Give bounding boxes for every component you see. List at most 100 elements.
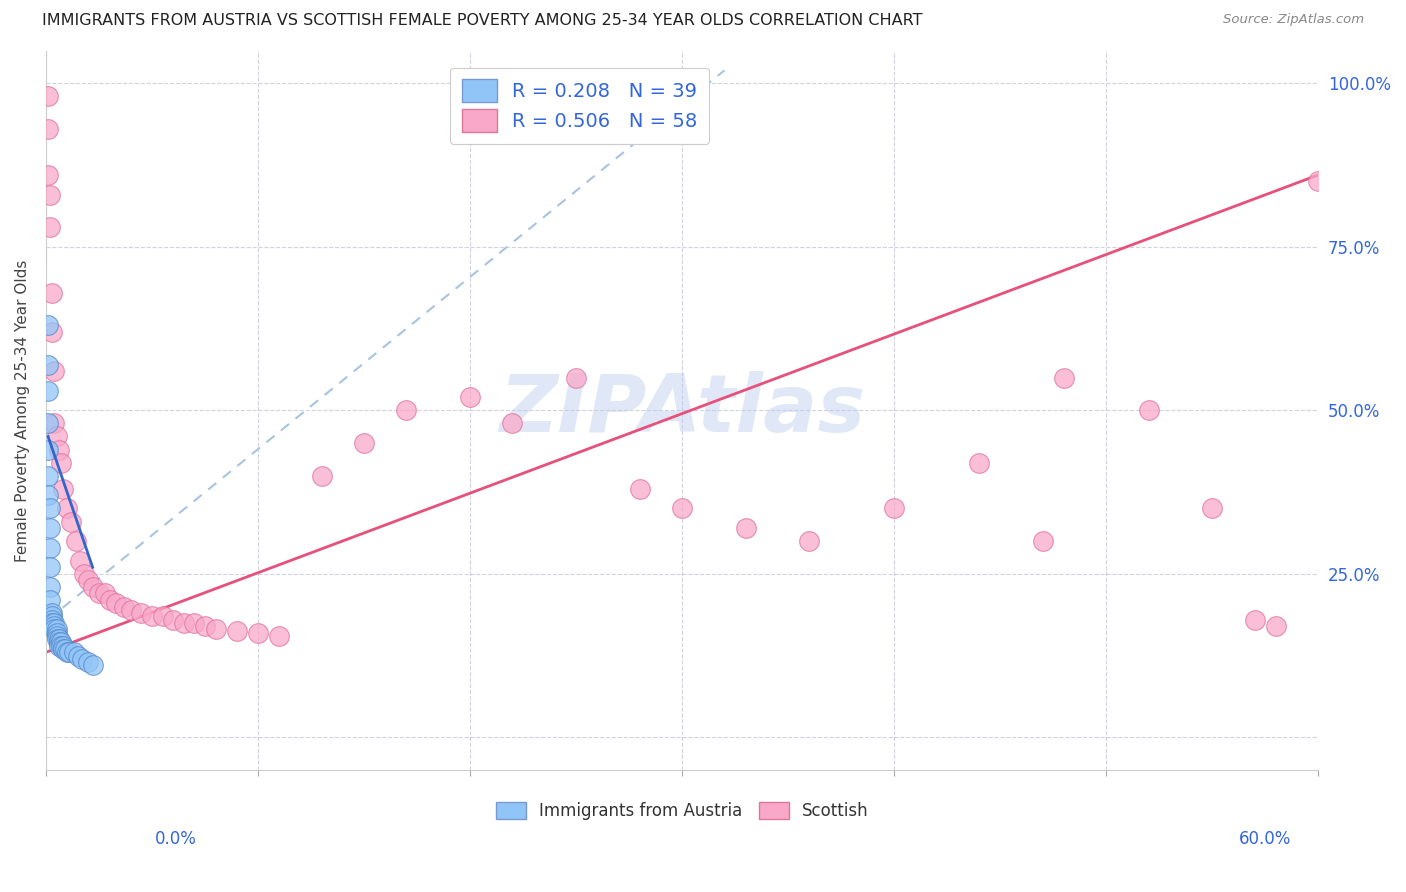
Text: IMMIGRANTS FROM AUSTRIA VS SCOTTISH FEMALE POVERTY AMONG 25-34 YEAR OLDS CORRELA: IMMIGRANTS FROM AUSTRIA VS SCOTTISH FEMA… [42,13,922,29]
Point [565,370,588,384]
Point [49,635,72,649]
Point [41,613,63,627]
Point [77,574,100,588]
Point [39,187,62,202]
Point [44,417,66,431]
Point [82,580,104,594]
Point [173,615,195,630]
Point [41,285,63,300]
Point [37,417,59,431]
Point [45,623,67,637]
Point [39,580,62,594]
Point [104,596,127,610]
Point [44,619,66,633]
Point [194,619,217,633]
Point [98,593,121,607]
Point [45,429,67,443]
Point [37,318,59,333]
Point [70,652,93,666]
Point [39,501,62,516]
Point [131,606,153,620]
Point [41,325,63,339]
Text: 0.0%: 0.0% [155,830,197,847]
Text: ZIPAtlas: ZIPAtlas [499,371,865,450]
Point [44,364,66,378]
Point [967,456,990,470]
Point [1137,403,1160,417]
Legend: Immigrants from Austria, Scottish: Immigrants from Austria, Scottish [489,795,876,826]
Point [628,482,651,496]
Point [734,521,756,535]
Point [1201,501,1223,516]
Point [37,442,59,457]
Point [671,501,693,516]
Point [41,606,63,620]
Point [141,609,163,624]
Point [458,390,481,404]
Point [114,599,136,614]
Point [58,645,80,659]
Point [82,658,104,673]
Point [247,625,270,640]
Point [1308,174,1330,188]
Point [1243,613,1265,627]
Point [152,609,174,624]
Point [37,468,59,483]
Point [120,603,142,617]
Point [48,635,70,649]
Point [1032,534,1054,549]
Point [1053,370,1076,384]
Point [1264,619,1286,633]
Point [94,586,117,600]
Point [37,89,59,103]
Point [48,442,70,457]
Point [53,642,76,657]
Point [41,609,63,624]
Point [37,122,59,136]
Point [62,645,84,659]
Point [49,456,72,470]
Point [37,168,59,182]
Point [162,613,184,627]
Point [44,615,66,630]
Point [48,639,70,653]
Point [73,566,96,581]
Text: 60.0%: 60.0% [1239,830,1292,847]
Point [56,645,79,659]
Point [39,560,62,574]
Point [65,534,87,549]
Point [56,501,79,516]
Point [48,632,70,647]
Point [87,586,110,600]
Point [37,358,59,372]
Point [225,624,247,639]
Point [799,534,821,549]
Point [44,623,66,637]
Point [311,468,333,483]
Point [395,403,418,417]
Point [204,623,226,637]
Point [269,629,291,643]
Y-axis label: Female Poverty Among 25-34 Year Olds: Female Poverty Among 25-34 Year Olds [15,260,30,562]
Point [37,384,59,398]
Point [45,632,67,647]
Point [883,501,905,516]
Point [45,625,67,640]
Point [39,541,62,555]
Point [60,515,83,529]
Point [39,521,62,535]
Point [52,482,75,496]
Point [183,615,205,630]
Point [77,655,100,669]
Point [49,639,72,653]
Point [39,220,62,235]
Point [69,554,91,568]
Text: Source: ZipAtlas.com: Source: ZipAtlas.com [1223,13,1364,27]
Point [353,436,375,450]
Point [52,639,75,653]
Point [37,488,59,502]
Point [45,629,67,643]
Point [39,593,62,607]
Point [66,648,89,663]
Point [41,615,63,630]
